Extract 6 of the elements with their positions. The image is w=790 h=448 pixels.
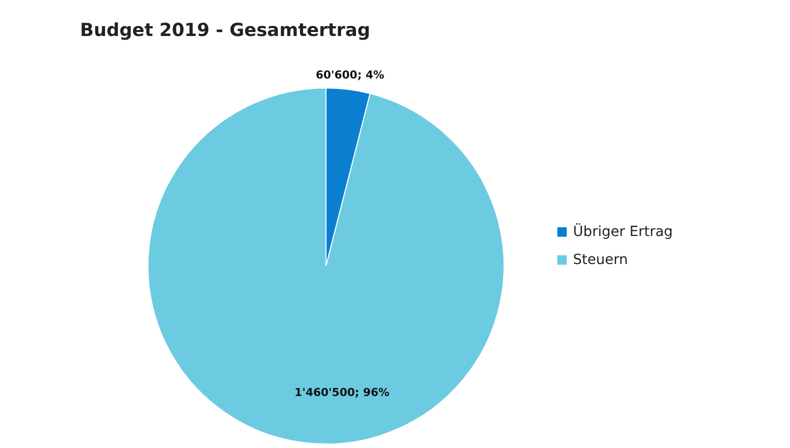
chart-title: Budget 2019 - Gesamtertrag [80,20,370,41]
data-label: 1'460'500; 96% [294,386,390,400]
legend-label: Steuern [573,252,628,268]
legend-label: Übriger Ertrag [573,223,673,240]
pie-slice [148,88,504,444]
data-label: 60'600; 4% [316,68,384,82]
